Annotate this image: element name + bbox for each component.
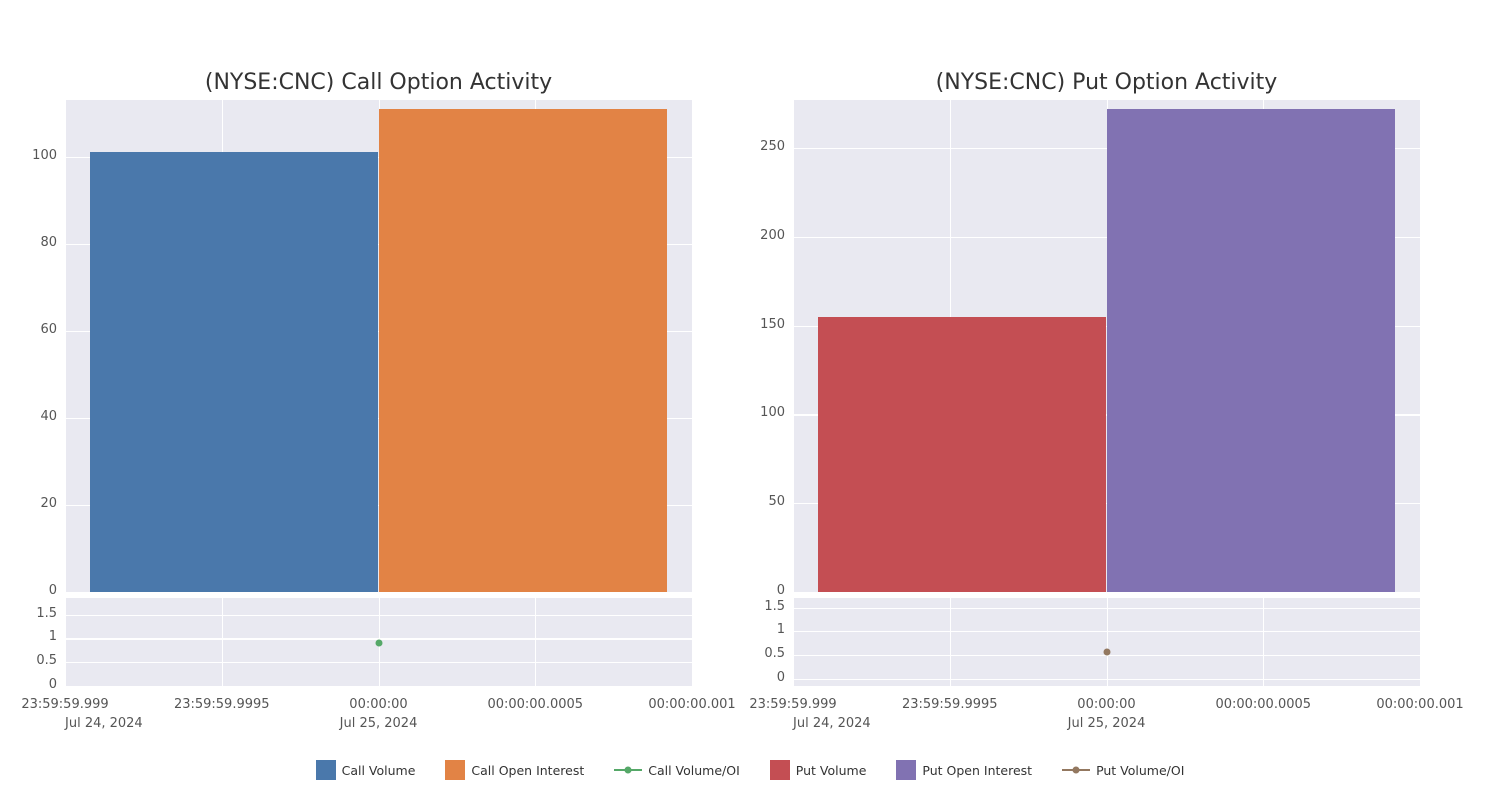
- y-tick-label: 250: [735, 139, 785, 154]
- right-panel: (NYSE:CNC) Put Option Activity 050100150…: [793, 100, 1420, 686]
- grid-line: [535, 598, 536, 686]
- left-chart-title: (NYSE:CNC) Call Option Activity: [65, 70, 692, 95]
- right-ratio-plot-area: 00.511.5: [793, 598, 1420, 686]
- call-ratio-marker: [375, 639, 382, 646]
- legend-label: Call Volume: [342, 763, 416, 778]
- x-tick-sublabel: Jul 24, 2024: [65, 716, 143, 731]
- grid-line: [793, 592, 1420, 593]
- x-tick-label: 23:59:59.999: [749, 697, 836, 712]
- y-tick-label: 0: [735, 583, 785, 598]
- call-bar: [90, 152, 378, 592]
- legend-swatch-icon: [445, 760, 465, 780]
- y-tick-label: 150: [735, 317, 785, 332]
- x-tick-label: 23:59:59.9995: [174, 697, 270, 712]
- y-tick-label: 1.5: [735, 599, 785, 614]
- y-tick-label: 100: [735, 405, 785, 420]
- y-tick-label: 60: [7, 322, 57, 337]
- legend-item: Call Volume/OI: [614, 763, 740, 778]
- x-tick-label: 00:00:00.001: [1376, 697, 1463, 712]
- legend-swatch-icon: [770, 760, 790, 780]
- legend-swatch-icon: [896, 760, 916, 780]
- legend-item: Call Volume: [316, 760, 416, 780]
- grid-line: [65, 100, 66, 592]
- legend-item: Call Open Interest: [445, 760, 584, 780]
- grid-line: [1107, 598, 1108, 686]
- legend-swatch-icon: [316, 760, 336, 780]
- y-tick-label: 0.5: [735, 646, 785, 661]
- left-panel: (NYSE:CNC) Call Option Activity 02040608…: [65, 100, 692, 686]
- y-tick-label: 0: [7, 677, 57, 692]
- left-bar-plot-area: 020406080100: [65, 100, 692, 592]
- legend-line-icon: [614, 769, 642, 771]
- right-chart-title: (NYSE:CNC) Put Option Activity: [793, 70, 1420, 95]
- right-bar-plot-area: 050100150200250: [793, 100, 1420, 592]
- x-tick-sublabel: Jul 25, 2024: [340, 716, 418, 731]
- legend-label: Put Volume: [796, 763, 867, 778]
- legend-label: Call Open Interest: [471, 763, 584, 778]
- grid-line: [950, 598, 951, 686]
- y-tick-label: 100: [7, 148, 57, 163]
- legend-item: Put Volume: [770, 760, 867, 780]
- legend-item: Put Open Interest: [896, 760, 1032, 780]
- grid-line: [65, 686, 692, 687]
- grid-line: [65, 598, 66, 686]
- y-tick-label: 200: [735, 228, 785, 243]
- legend-line-icon: [1062, 769, 1090, 771]
- figure-root: (NYSE:CNC) Call Option Activity 02040608…: [0, 0, 1500, 800]
- put-bar: [1107, 109, 1395, 592]
- y-tick-label: 20: [7, 496, 57, 511]
- grid-line: [692, 598, 693, 686]
- legend-label: Call Volume/OI: [648, 763, 740, 778]
- grid-line: [65, 592, 692, 593]
- grid-line: [692, 100, 693, 592]
- put-bar: [818, 317, 1106, 592]
- x-tick-sublabel: Jul 25, 2024: [1068, 716, 1146, 731]
- grid-line: [1420, 100, 1421, 592]
- y-tick-label: 40: [7, 409, 57, 424]
- y-tick-label: 1: [7, 629, 57, 644]
- grid-line: [1420, 598, 1421, 686]
- y-tick-label: 0: [735, 670, 785, 685]
- x-tick-label: 23:59:59.999: [21, 697, 108, 712]
- grid-line: [222, 598, 223, 686]
- legend: Call Volume Call Open Interest Call Volume…: [0, 760, 1500, 780]
- x-tick-label: 00:00:00.0005: [487, 697, 583, 712]
- y-tick-label: 80: [7, 235, 57, 250]
- y-tick-label: 1: [735, 622, 785, 637]
- call-bar: [379, 109, 667, 592]
- legend-label: Put Open Interest: [922, 763, 1032, 778]
- x-tick-label: 23:59:59.9995: [902, 697, 998, 712]
- grid-line: [793, 100, 794, 592]
- x-tick-label: 00:00:00.0005: [1215, 697, 1311, 712]
- y-tick-label: 0: [7, 583, 57, 598]
- x-tick-label: 00:00:00: [349, 697, 407, 712]
- x-tick-label: 00:00:00.001: [648, 697, 735, 712]
- y-tick-label: 0.5: [7, 653, 57, 668]
- grid-line: [793, 598, 794, 686]
- x-tick-sublabel: Jul 24, 2024: [793, 716, 871, 731]
- x-tick-label: 00:00:00: [1077, 697, 1135, 712]
- legend-item: Put Volume/OI: [1062, 763, 1184, 778]
- y-tick-label: 1.5: [7, 606, 57, 621]
- left-ratio-plot-area: 00.511.5: [65, 598, 692, 686]
- grid-line: [1263, 598, 1264, 686]
- legend-label: Put Volume/OI: [1096, 763, 1184, 778]
- y-tick-label: 50: [735, 494, 785, 509]
- put-ratio-marker: [1103, 648, 1110, 655]
